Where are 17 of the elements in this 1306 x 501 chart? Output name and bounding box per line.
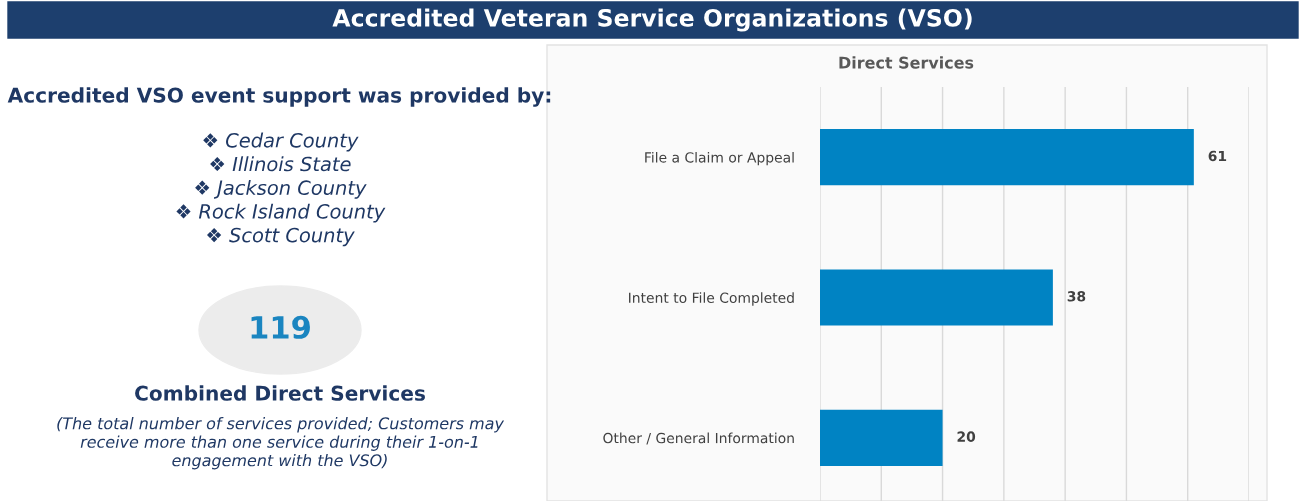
data-label: 61	[1208, 150, 1227, 162]
chart-title: Direct Services	[839, 56, 974, 69]
text: (The total number of services provided; Customers may receive more than one service during their 1-on-1 engagement with the VSO)	[57, 417, 505, 470]
y-tick-label: Intent to File Completed	[629, 292, 794, 306]
text: Accredited Veteran Service Organizations (VSO)	[332, 8, 972, 32]
text: ❖ Cedar County	[203, 132, 359, 152]
text: ❖ Jackson County	[195, 179, 367, 199]
text: Accredited VSO event support was provided by:	[7, 87, 551, 107]
text: ❖ Illinois State	[210, 156, 351, 172]
y-tick-label: File a Claim or Appeal	[645, 151, 794, 166]
text: 119	[251, 315, 310, 339]
text: ❖ Scott County	[207, 227, 355, 247]
data-label: 20	[957, 431, 976, 442]
y-tick-label: Other / General Information	[603, 432, 794, 445]
data-label: 38	[1067, 291, 1086, 302]
text: Combined Direct Services	[135, 385, 425, 401]
text: ❖ Rock Island County	[176, 203, 386, 223]
